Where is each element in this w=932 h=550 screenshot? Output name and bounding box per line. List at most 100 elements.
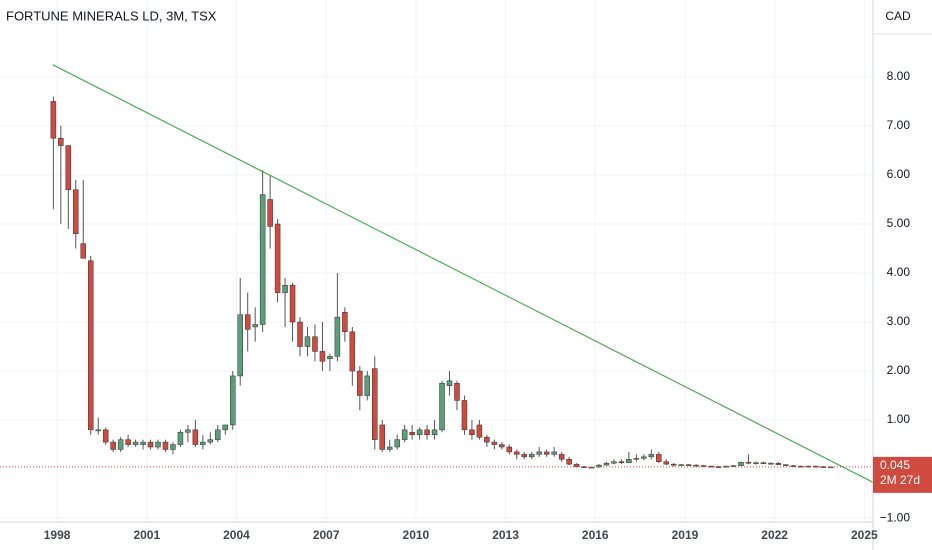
candle-body [259,194,266,325]
candle-body [95,429,101,432]
candle-body [581,466,587,468]
candle-body [663,461,670,465]
candle-body [282,285,288,293]
last-price-box [873,456,932,493]
candle-body [364,375,371,396]
x-tick-label: 2019 [672,528,699,542]
x-tick-label: 2001 [133,528,160,542]
candle-body [753,462,759,464]
candle-body [230,375,236,426]
candle-body [611,461,617,464]
candle-body [379,424,385,450]
y-tick-label: 5.00 [887,216,911,230]
candle-body [170,444,176,450]
candle-body [65,145,72,190]
candle-body [618,461,625,463]
x-tick-label: 2004 [223,528,250,542]
y-tick-label: 1.00 [887,412,911,426]
candle-body [566,459,572,465]
candle-body [185,429,191,433]
trendline [52,64,873,483]
candle-body [334,316,341,357]
candle-body [297,321,303,347]
y-tick-label: 7.00 [887,118,911,132]
countdown-label: 2M 27d [880,473,920,487]
candle-body [304,336,311,347]
candle-body [342,311,348,333]
candle-body [603,462,610,466]
candle-body [626,459,632,463]
candle-body [244,314,251,330]
candle-body [678,464,684,466]
candle-body [558,454,565,460]
candle-body [162,441,169,450]
candle-body [274,223,281,293]
candle-body [760,462,767,464]
candle-body [207,439,214,443]
candle-body [521,454,527,458]
x-tick-label: 2016 [582,528,609,542]
candle-body [312,336,318,352]
candle-body [656,454,662,462]
candle-body [798,465,804,468]
candle-body [386,446,393,450]
candle-body [58,137,64,146]
x-tick-label: 1998 [44,528,71,542]
candle-body [319,351,326,362]
candle-body [416,429,423,436]
candle-body [641,456,647,459]
candle-body [73,189,79,235]
candle-body [401,429,408,440]
candle-body [528,454,535,458]
candle-body [215,429,221,440]
candle-body [543,451,550,455]
candle-body [768,462,774,465]
candle-body [357,370,363,396]
grid [0,0,873,522]
x-tick-label: 2007 [313,528,340,542]
candle-body [110,441,116,450]
candle-body [715,466,722,468]
candle-body [200,441,206,445]
x-tick-label: 2013 [492,528,519,542]
candle-body [394,439,400,448]
candle-body [783,464,789,466]
candle-body [738,461,744,466]
candle-body [476,424,483,438]
candle-body [252,324,258,328]
candle-body [454,383,460,401]
candle-body [484,436,490,443]
candle-body [745,461,752,464]
candle-body [267,199,273,227]
candle-body [820,466,826,468]
candle-body [491,441,498,445]
candle-body [327,356,333,360]
candle-body [147,441,154,448]
y-tick-label: 4.00 [887,265,911,279]
chart-title: FORTUNE MINERALS LD, 3M, TSX [6,8,217,23]
candle-body [222,424,229,431]
y-tick-label: 6.00 [887,167,911,181]
candle-body [790,465,797,467]
candle-body [237,314,243,377]
candle-body [117,439,124,450]
candle-body [685,464,692,466]
candle-body [132,441,139,445]
candle-body [648,454,655,458]
y-tick-label: 3.00 [887,314,911,328]
candle-body [289,285,296,323]
candle-body [446,380,453,386]
last-price-label: 0.045 [880,458,910,472]
candle-body [461,400,468,431]
candle-body [596,464,602,468]
candle-body [431,429,438,436]
x-tick-label: 2022 [761,528,788,542]
candle-body [573,463,580,467]
candle-body [775,462,782,465]
candle-body [409,432,415,436]
candle-body [730,465,737,467]
y-tick-label: −1.00 [880,510,911,524]
candle-body [349,331,356,372]
candle-body [125,439,131,445]
